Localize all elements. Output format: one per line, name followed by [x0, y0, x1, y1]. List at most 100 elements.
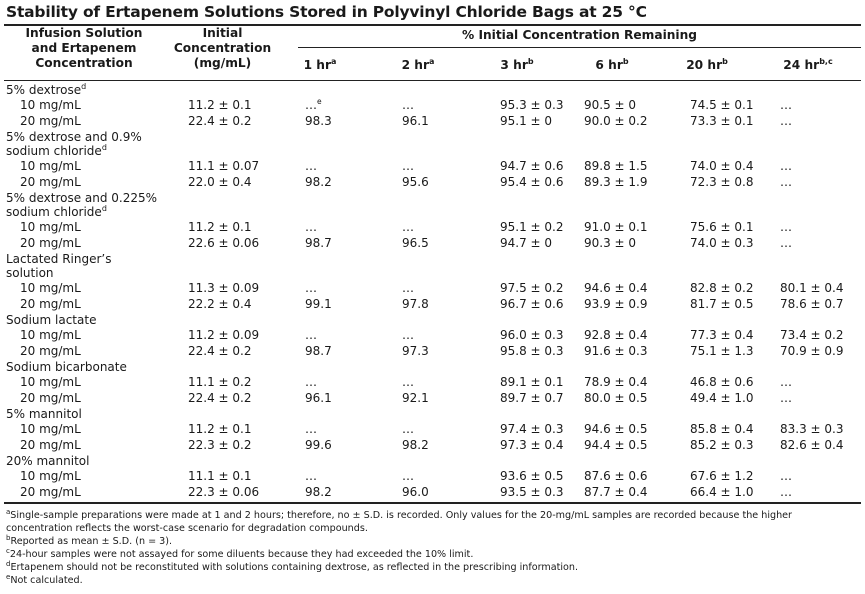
footnotes: aSingle-sample preparations were made at… [6, 508, 858, 587]
cell-h2: 98.2 [402, 438, 429, 452]
cell-h6: 87.6 ± 0.6 [584, 469, 648, 483]
solution-group-line: sodium chlorided [6, 204, 107, 220]
cell-h6: 92.8 ± 0.4 [584, 328, 648, 342]
concentration-label: 10 mg/mL [20, 98, 81, 112]
solution-group-label: 5% mannitol [6, 407, 82, 421]
footnote-mark: d [101, 204, 107, 213]
cell-h2: … [402, 469, 414, 483]
cell-h3: 97.4 ± 0.3 [500, 422, 564, 436]
cell-h3: 95.1 ± 0 [500, 114, 553, 128]
table-row: 20 mg/mL 22.3 ± 0.2 99.6 98.2 97.3 ± 0.4 94.4… [0, 438, 865, 453]
cell-h24: 78.6 ± 0.7 [780, 297, 844, 311]
cell-h20: 74.0 ± 0.4 [690, 159, 754, 173]
header-time: 20 hrb [686, 56, 728, 72]
cell-initial: 22.0 ± 0.4 [188, 175, 252, 189]
cell-h3: 95.4 ± 0.6 [500, 175, 564, 189]
cell-h6: 90.5 ± 0 [584, 98, 637, 112]
cell-h2: … [402, 375, 414, 389]
table-title: Stability of Ertapenem Solutions Stored … [6, 3, 647, 21]
cell-h20: 46.8 ± 0.6 [690, 375, 754, 389]
solution-group-line: 5% dextrose and 0.9% [6, 130, 142, 144]
cell-h1: 98.7 [305, 236, 332, 250]
concentration-label: 10 mg/mL [20, 469, 81, 483]
cell-h3: 97.3 ± 0.4 [500, 438, 564, 452]
footnote-mark: b [722, 56, 728, 66]
cell-h6: 87.7 ± 0.4 [584, 485, 648, 499]
solution-group-line: Lactated Ringer’s [6, 252, 112, 266]
cell-h2: … [402, 422, 414, 436]
cell-h1: 99.6 [305, 438, 332, 452]
cell-initial: 11.1 ± 0.1 [188, 469, 252, 483]
cell-h6: 94.4 ± 0.5 [584, 438, 648, 452]
header-rule [4, 80, 861, 81]
cell-h2: 96.0 [402, 485, 429, 499]
cell-h3: 95.8 ± 0.3 [500, 344, 564, 358]
solution-group-label: Sodium bicarbonate [6, 360, 127, 374]
concentration-label: 20 mg/mL [20, 438, 81, 452]
cell-h2: 96.1 [402, 114, 429, 128]
solution-group-line: 5% dextrosed [6, 82, 87, 98]
cell-h3: 95.1 ± 0.2 [500, 220, 564, 234]
header-time: 6 hrb [595, 56, 629, 72]
cell-h20: 82.8 ± 0.2 [690, 281, 754, 295]
cell-initial: 22.3 ± 0.2 [188, 438, 252, 452]
cell-initial: 22.4 ± 0.2 [188, 114, 252, 128]
footnote: bReported as mean ± S.D. (n = 3). [6, 533, 173, 547]
cell-h6: 78.9 ± 0.4 [584, 375, 648, 389]
footnote: eNot calculated. [6, 572, 83, 586]
cell-initial: 11.2 ± 0.1 [188, 98, 252, 112]
cell-initial: 11.3 ± 0.09 [188, 281, 260, 295]
footnote-mark: a [331, 56, 337, 66]
cell-h24: 83.3 ± 0.3 [780, 422, 844, 436]
cell-initial: 22.6 ± 0.06 [188, 236, 260, 250]
cell-h3: 93.5 ± 0.3 [500, 485, 564, 499]
cell-h20: 81.7 ± 0.5 [690, 297, 754, 311]
solution-group-label: 5% dextrose and 0.225% sodium chlorided [6, 191, 157, 219]
cell-h20: 85.2 ± 0.3 [690, 438, 754, 452]
cell-h20: 74.5 ± 0.1 [690, 98, 754, 112]
cell-h3: 96.0 ± 0.3 [500, 328, 564, 342]
header-time: 24 hrb,c [783, 56, 833, 72]
solution-group-label: 5% dextrose and 0.9% sodium chlorided [6, 130, 142, 158]
footnote: dErtapenem should not be reconstituted w… [6, 559, 579, 573]
footnote-mark: d [81, 82, 87, 91]
cell-h1: 98.7 [305, 344, 332, 358]
cell-h2: … [402, 98, 414, 112]
cell-h24: … [780, 375, 792, 389]
cell-h1: 98.2 [305, 485, 332, 499]
footnote-mark: c [6, 546, 10, 555]
cell-h6: 94.6 ± 0.5 [584, 422, 648, 436]
cell-h1: … [305, 375, 317, 389]
cell-h3: 94.7 ± 0.6 [500, 159, 564, 173]
table-row: 10 mg/mL 11.1 ± 0.1 … … 93.6 ± 0.5 87.6 ± 0.6… [0, 469, 865, 484]
cell-h24: … [780, 485, 792, 499]
cell-h1: 96.1 [305, 391, 332, 405]
header-time: 1 hra [303, 56, 337, 72]
solution-group-label: 20% mannitol [6, 454, 89, 468]
cell-initial: 22.3 ± 0.06 [188, 485, 260, 499]
cell-h6: 89.3 ± 1.9 [584, 175, 648, 189]
header-initial-line: Concentration [173, 41, 272, 55]
concentration-label: 10 mg/mL [20, 159, 81, 173]
concentration-label: 10 mg/mL [20, 281, 81, 295]
header-solution-line: Infusion Solution [25, 26, 143, 40]
cell-h20: 49.4 ± 1.0 [690, 391, 754, 405]
concentration-label: 10 mg/mL [20, 375, 81, 389]
footnote-mark: b [6, 533, 11, 542]
table-row: 20 mg/mL 22.3 ± 0.06 98.2 96.0 93.5 ± 0.3 87.… [0, 485, 865, 500]
footnote-mark: b [527, 56, 534, 66]
cell-initial: 22.2 ± 0.4 [188, 297, 252, 311]
concentration-label: 20 mg/mL [20, 297, 81, 311]
footnote-mark: d [6, 559, 11, 568]
cell-h3: 89.1 ± 0.1 [500, 375, 564, 389]
cell-h2: … [402, 281, 414, 295]
cell-h20: 73.3 ± 0.1 [690, 114, 754, 128]
cell-h1: … [305, 159, 317, 173]
footnote-mark: e [6, 572, 11, 581]
solution-group-line: solution [6, 266, 54, 280]
concentration-label: 20 mg/mL [20, 344, 81, 358]
cell-h3: 93.6 ± 0.5 [500, 469, 564, 483]
concentration-label: 20 mg/mL [20, 114, 81, 128]
cell-h2: 95.6 [402, 175, 429, 189]
